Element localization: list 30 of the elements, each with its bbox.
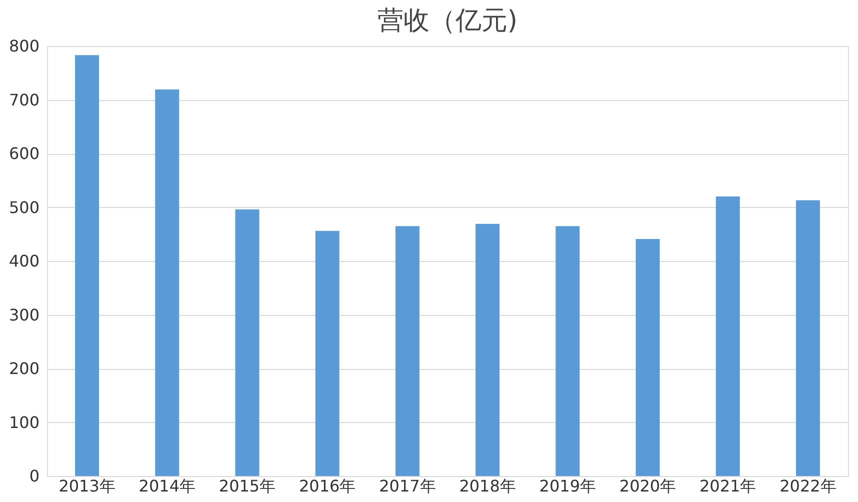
chart-title: 营收（亿元) (377, 6, 518, 36)
bar (315, 230, 340, 476)
y-tick-label: 400 (8, 252, 40, 270)
x-tick-label: 2014年 (138, 476, 196, 496)
y-tick-label: 300 (8, 305, 40, 324)
bar (75, 55, 100, 476)
bar (636, 238, 660, 476)
bar (235, 209, 260, 476)
y-tick-label: 600 (8, 144, 40, 163)
x-tick-label: 2020年 (619, 476, 676, 496)
y-tick-label: 100 (8, 412, 40, 432)
x-tick-label: 2017年 (379, 476, 436, 496)
x-tick-label: 2013年 (58, 476, 116, 496)
y-tick-label: 800 (8, 36, 40, 56)
bar (155, 90, 180, 476)
bar (716, 196, 740, 476)
x-tick-label: 2016年 (298, 476, 356, 496)
bar (796, 200, 820, 476)
y-tick-label: 0 (29, 466, 40, 486)
bar (395, 226, 420, 476)
y-tick-label: 700 (8, 90, 40, 110)
x-tick-label: 2018年 (459, 476, 516, 496)
bar (556, 226, 580, 476)
x-tick-label: 2019年 (539, 476, 596, 496)
x-tick-label: 2022年 (780, 476, 836, 496)
y-tick-label: 200 (8, 359, 40, 378)
bar (476, 224, 500, 476)
x-tick-label: 2015年 (218, 476, 276, 496)
x-tick-label: 2021年 (699, 476, 756, 496)
y-tick-label: 500 (8, 198, 40, 217)
